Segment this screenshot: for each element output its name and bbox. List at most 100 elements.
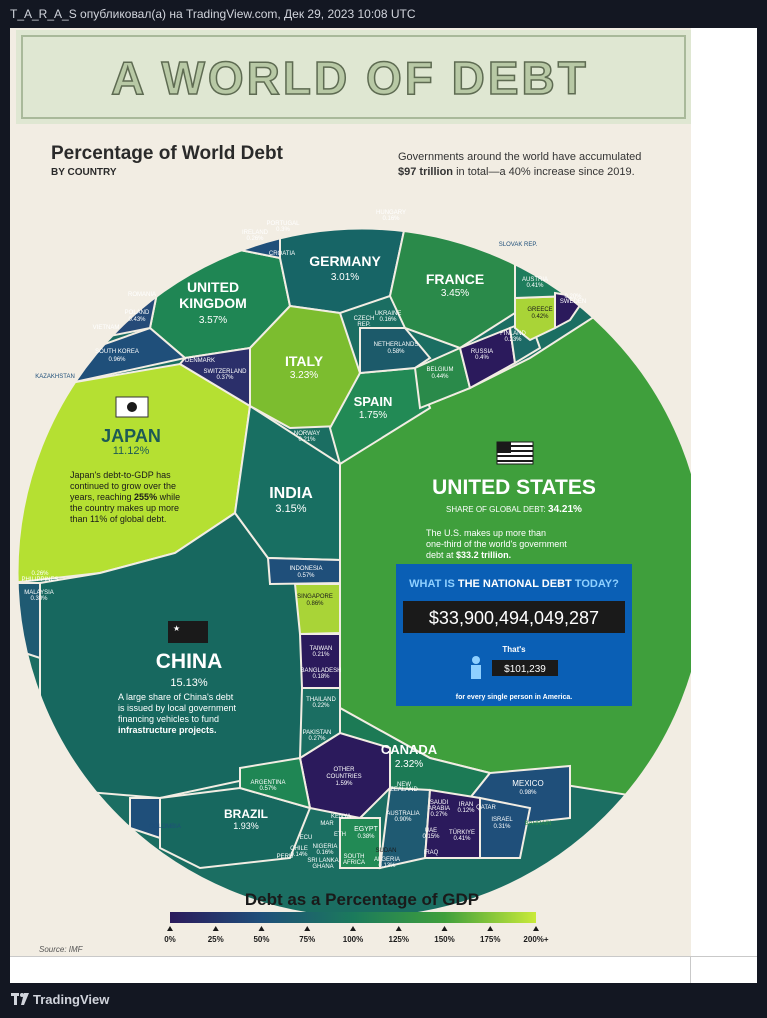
small-label-hungary: HUNGARY	[376, 210, 406, 216]
chart-subtitle: BY COUNTRY	[51, 167, 117, 178]
small-label-other-value: 1.59%	[335, 781, 353, 787]
small-label-kenya: KENYA	[331, 814, 351, 820]
small-label-bahrain: BAHRAIN	[525, 821, 552, 827]
small-label-pakistan-value: 0.27%	[308, 736, 326, 742]
cell-thailand-pakistan	[298, 687, 341, 760]
small-label-sweden: SWEDEN	[560, 299, 586, 305]
us-share-line: SHARE OF GLOBAL DEBT: 34.21%	[446, 504, 582, 515]
small-label-norway: NORWAY	[294, 431, 320, 437]
label-brazil: BRAZIL	[224, 807, 268, 821]
small-label-chile: CHILE	[290, 846, 308, 852]
source-note: Source: IMF	[39, 945, 84, 954]
cell-netherlands	[359, 327, 432, 375]
legend-tick-mark	[304, 926, 311, 931]
small-label-malaysia: MALAYSIA	[24, 590, 54, 596]
small-label-denmark: DENMARK	[185, 358, 215, 364]
legend-tick-label: 175%	[480, 935, 500, 944]
small-label-algeria: ALGERIA	[374, 857, 400, 863]
small-labels: SOUTH KOREA 0.96% POLAND 0.43% ROMANIA V…	[21, 210, 586, 870]
small-label-uae: UAE	[425, 828, 437, 834]
small-label-philippines-name: PHILIPPINES	[21, 577, 58, 583]
small-label-indonesia: INDONESIA	[289, 566, 322, 572]
cell-egypt	[339, 817, 381, 869]
china-flag-star: ★	[173, 624, 180, 633]
legend-tick-label: 50%	[253, 935, 269, 944]
legend-tick-mark	[487, 926, 494, 931]
label-india-value: 3.15%	[275, 503, 306, 515]
small-label-belgium: BELGIUM	[426, 367, 453, 373]
label-uk: UNITED	[187, 279, 239, 295]
small-label-algeria-value: 0.13%	[378, 863, 396, 869]
japan-note-2: continued to grow over the	[70, 481, 176, 491]
legend-tick-label: 125%	[389, 935, 409, 944]
small-label-argentina-value: 0.57%	[259, 786, 277, 792]
small-label-ukraine: UKRAINE	[375, 311, 402, 317]
small-label-ukraine-value: 0.16%	[379, 317, 397, 323]
japan-note-3: years, reaching 255% while	[70, 492, 180, 502]
small-label-ireland: IRELAND	[242, 230, 269, 236]
small-label-argentina: ARGENTINA	[250, 780, 285, 786]
legend-tick-mark	[441, 926, 448, 931]
small-label-israel-value: 0.31%	[493, 824, 511, 830]
debt-counter: $33,900,494,049,287	[429, 608, 599, 628]
label-germany-value: 3.01%	[331, 272, 359, 283]
small-label-greece: GREECE	[527, 307, 552, 313]
small-label-uae-value: 0.15%	[422, 834, 440, 840]
small-label-iraq: IRAQ	[424, 850, 439, 856]
small-label-sweden-value: 0.20%	[564, 294, 582, 300]
japan-block: JAPAN 11.12% Japan's debt-to-GDP has con…	[70, 396, 180, 524]
debt-counter-box	[403, 601, 625, 633]
label-uk-value: 3.57%	[199, 315, 227, 326]
intro-line-1: Governments around the world have accumu…	[398, 151, 641, 163]
legend-tick-label: 0%	[164, 935, 176, 944]
small-label-nigeria-value: 0.16%	[316, 850, 334, 856]
small-label-turkiye: TÜRKIYE	[449, 829, 475, 836]
legend-tick-label: 75%	[299, 935, 315, 944]
small-label-austria: AUSTRIA	[522, 277, 548, 283]
small-label-bangladesh-value: 0.18%	[312, 674, 330, 680]
small-label-finland: FINLAND	[500, 331, 526, 337]
small-label-norway-value: 0.21%	[298, 437, 316, 443]
small-label-philippines: 0.26%	[31, 571, 49, 577]
small-label-peru: PERU	[277, 854, 294, 860]
small-label-chile-value: 0.14%	[290, 852, 308, 858]
small-label-belgium-value: 0.44%	[431, 374, 449, 380]
small-label-eth: ETH	[334, 832, 346, 838]
japan-note-5: than 11% of global debt.	[70, 514, 166, 524]
small-label-new-zealand: NEW	[397, 782, 411, 788]
person-icon-head	[472, 656, 480, 664]
legend-ticks: 0% 25% 50% 75% 100% 125% 150% 175% 200%+	[164, 926, 549, 944]
small-label-bangladesh: BANGLADESH	[300, 668, 341, 674]
small-label-singapore: SINGAPORE	[297, 594, 333, 600]
cell-switzerland	[178, 346, 251, 408]
world-debt-infographic: A WORLD OF DEBT Percentage of World Debt…	[10, 28, 691, 956]
small-label-russia: RUSSIA	[471, 349, 493, 355]
legend-tick-label: 25%	[208, 935, 224, 944]
small-label-taiwan-value: 0.21%	[312, 652, 330, 658]
label-china-value: 15.13%	[170, 677, 208, 689]
label-united-states: UNITED STATES	[432, 476, 596, 499]
publish-info: T_A_R_A_S опубликовал(а) на TradingView.…	[0, 0, 767, 28]
footer-bar: TradingView	[0, 983, 767, 1018]
person-icon	[471, 665, 481, 679]
banner-title: A WORLD OF DEBT	[111, 52, 589, 104]
small-label-taiwan: TAIWAN	[310, 646, 333, 652]
legend-title: Debt as a Percentage of GDP	[245, 890, 479, 909]
label-brazil-value: 1.93%	[233, 821, 259, 831]
national-debt-panel: WHAT IS THE NATIONAL DEBT TODAY? $33,900…	[396, 564, 632, 706]
intro-line-2: $97 trillion in total—a 40% increase sin…	[398, 166, 635, 178]
small-label-egypt: EGYPT	[354, 826, 378, 833]
cell-singapore	[293, 583, 341, 636]
banner	[16, 30, 691, 124]
small-label-qatar: QATAR	[476, 805, 496, 811]
small-label-iran-value: 0.12%	[457, 808, 475, 814]
small-label-mexico-value: 0.98%	[519, 790, 537, 796]
small-label-greece-value: 0.42%	[531, 314, 549, 320]
label-germany: GERMANY	[309, 253, 381, 269]
small-label-sudan: SUDAN	[375, 848, 396, 854]
small-label-saudi-2: ARABIA	[428, 806, 450, 812]
small-label-portugal-value: 0.3%	[276, 227, 290, 233]
small-label-netherlands-value: 0.58%	[387, 349, 405, 355]
small-label-malaysia-value: 0.30%	[30, 596, 48, 602]
chart-title: Percentage of World Debt	[51, 143, 284, 164]
